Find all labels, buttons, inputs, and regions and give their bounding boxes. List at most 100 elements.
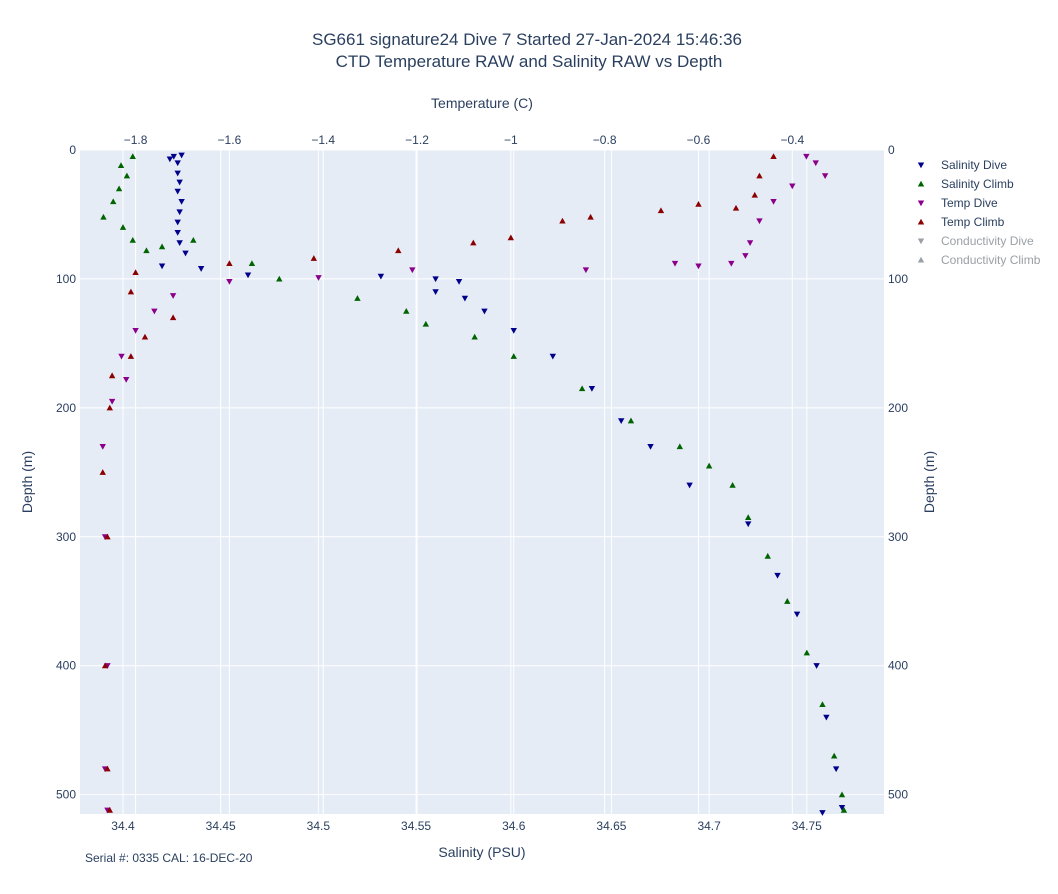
chart-title-line1: SG661 signature24 Dive 7 Started 27-Jan-… (312, 30, 742, 49)
series-temp-climb (99, 153, 777, 813)
x-axis-top-title: Temperature (C) (431, 95, 533, 111)
salinity-dive-point (686, 482, 693, 489)
salinity-dive-point (158, 263, 166, 270)
temp-climb-point (132, 269, 139, 276)
x-bottom-tick-label: 34.45 (206, 819, 236, 833)
salinity-dive-point (647, 443, 654, 450)
temp-climb-point (127, 353, 135, 359)
temp-dive-point (409, 267, 416, 274)
salinity-dive-point (166, 156, 174, 163)
salinity-climb-point (840, 806, 848, 813)
legend-marker-conductivity-climb (917, 256, 925, 263)
temp-climb-point (756, 172, 763, 179)
salinity-dive-point (197, 266, 205, 272)
salinity-dive-point (174, 229, 181, 236)
legend-label-conductivity-climb: Conductivity Climb (941, 253, 1041, 267)
salinity-climb-point (276, 275, 283, 282)
temp-climb-point (226, 260, 233, 267)
x-axis-bottom-title: Salinity (PSU) (438, 844, 525, 860)
y-left-tick-label: 500 (56, 788, 76, 802)
y-right-tick-label: 400 (888, 659, 908, 673)
salinity-climb-point (143, 247, 150, 254)
salinity-climb-point (123, 172, 131, 179)
legend-label-temp-dive: Temp Dive (941, 196, 998, 210)
legend-marker-conductivity-dive (917, 238, 925, 245)
salinity-climb-point (354, 295, 361, 301)
temp-dive-point (789, 183, 796, 190)
temp-dive-point (821, 173, 829, 179)
salinity-dive-point (823, 714, 830, 721)
temp-climb-point (470, 239, 477, 246)
temp-climb-point (695, 200, 702, 207)
temp-climb-point (106, 404, 113, 411)
salinity-climb-point (838, 791, 846, 798)
salinity-dive-point (182, 250, 189, 257)
legend-label-salinity-climb: Salinity Climb (941, 177, 1014, 191)
temp-dive-point (756, 218, 763, 225)
y-left-tick-label: 200 (56, 401, 76, 415)
temp-climb-point (395, 247, 402, 254)
temp-climb-point (751, 191, 758, 198)
salinity-climb-point (422, 320, 430, 327)
data-points (99, 152, 848, 816)
salinity-climb-point (676, 443, 684, 450)
temp-climb-point (169, 314, 177, 321)
x-bottom-tick-label: 34.7 (697, 819, 721, 833)
salinity-climb-point (471, 333, 478, 340)
temp-climb-point (732, 204, 740, 211)
chart-title-line2: CTD Temperature RAW and Salinity RAW vs … (336, 52, 723, 71)
temp-climb-point (104, 533, 111, 540)
temp-climb-point (99, 469, 106, 475)
temp-climb-point (127, 288, 135, 295)
temp-dive-point (582, 267, 590, 274)
temp-climb-point (104, 765, 111, 772)
salinity-climb-point (115, 185, 123, 192)
temp-climb-point (770, 153, 777, 160)
temp-climb-point (559, 217, 566, 224)
legend: Salinity Dive Salinity Climb Temp Dive Temp… (917, 158, 1041, 267)
salinity-climb-point (729, 482, 736, 488)
salinity-climb-point (803, 649, 811, 656)
y-right-tick-label: 500 (888, 788, 908, 802)
salinity-dive-point (549, 353, 557, 360)
salinity-dive-point (178, 152, 185, 159)
salinity-climb-point (819, 701, 826, 707)
salinity-climb-point (248, 260, 256, 267)
salinity-dive-point (813, 663, 820, 669)
salinity-dive-point (176, 179, 183, 186)
x-top-tick-label: −0.6 (687, 133, 711, 147)
y-left-tick-label: 300 (56, 530, 76, 544)
salinity-climb-point (830, 752, 838, 759)
series-salinity-dive (158, 152, 846, 816)
temp-dive-point (746, 240, 754, 247)
y-right-tick-label: 100 (888, 272, 908, 286)
temp-climb-point (310, 255, 318, 261)
salinity-climb-point (745, 514, 752, 521)
legend-label-temp-climb: Temp Climb (941, 215, 1005, 229)
salinity-dive-point (174, 160, 181, 167)
temp-climb-point (101, 662, 109, 669)
x-bottom-tick-label: 34.65 (596, 819, 626, 833)
temp-climb-point (657, 207, 665, 214)
temp-climb-point (106, 806, 113, 813)
y-axis-right-title: Depth (m) (921, 451, 937, 513)
salinity-dive-point (745, 521, 752, 528)
x-bottom-tick-label: 34.75 (792, 819, 822, 833)
salinity-dive-point (178, 199, 185, 205)
temp-climb-point (507, 234, 515, 241)
y-left-tick-label: 400 (56, 659, 76, 673)
salinity-dive-point (170, 153, 177, 160)
temp-climb-point (108, 372, 116, 379)
x-bottom-tick-label: 34.55 (401, 819, 431, 833)
salinity-dive-point (481, 308, 488, 315)
salinity-dive-point (510, 327, 517, 334)
y-right-tick-label: 300 (888, 530, 908, 544)
salinity-dive-point (588, 385, 596, 392)
x-top-tick-label: −0.4 (780, 133, 804, 147)
temp-dive-point (671, 260, 679, 267)
x-top-tick-label: −1 (504, 133, 518, 147)
temp-dive-point (315, 275, 322, 281)
temp-dive-point (728, 260, 735, 267)
temp-dive-point (742, 253, 749, 259)
salinity-climb-point (627, 417, 635, 424)
